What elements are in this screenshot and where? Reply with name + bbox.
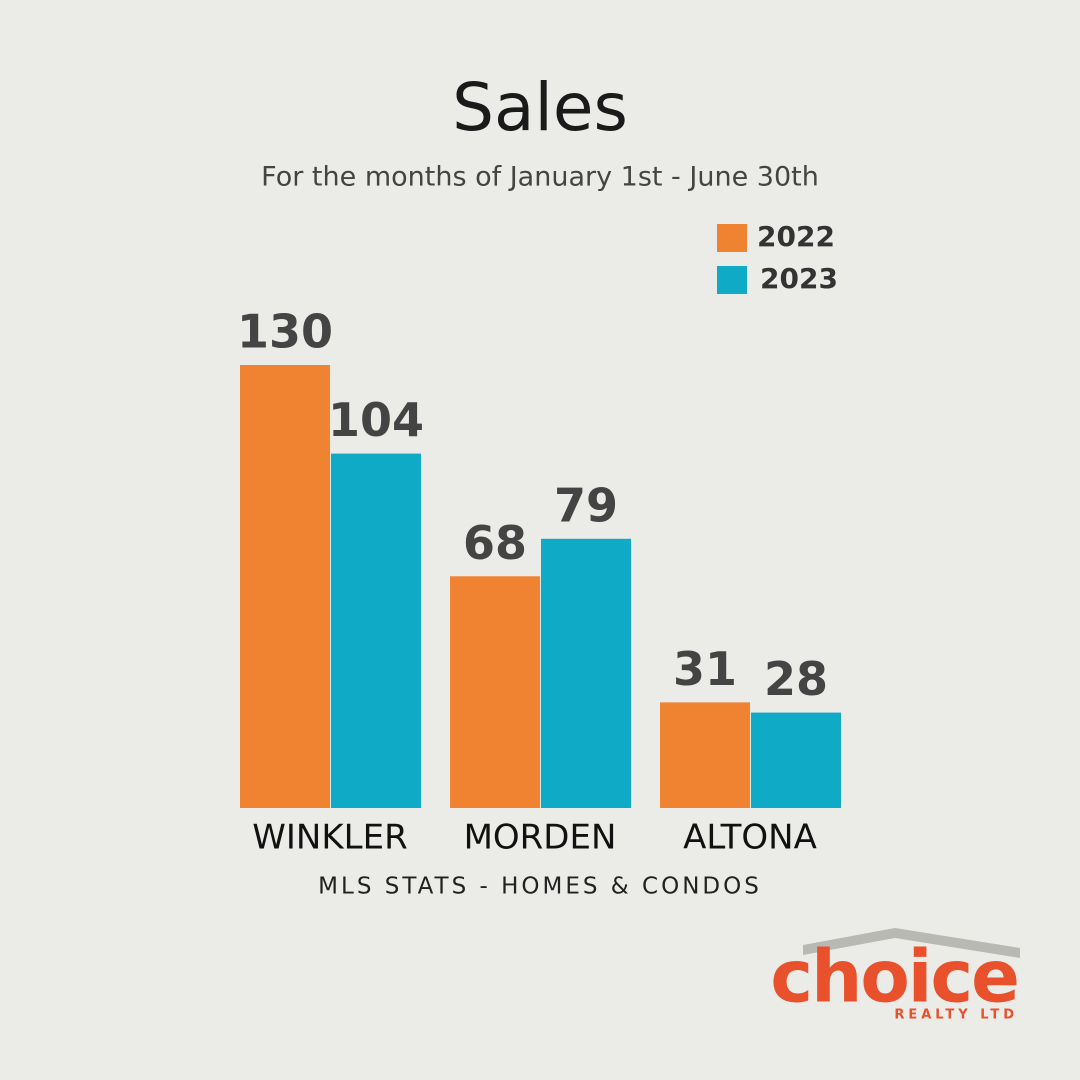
legend-label: 2023 [760, 262, 838, 295]
x-tick-label: ALTONA [683, 818, 817, 858]
logo: choice REALTY LTD [770, 928, 1020, 1023]
value-label: 68 [463, 516, 527, 570]
bar [751, 712, 841, 808]
chart-title: Sales [452, 69, 628, 146]
x-tick-label: MORDEN [464, 818, 617, 858]
bar [240, 365, 330, 808]
legend-label: 2022 [757, 220, 835, 253]
logo-tagline: REALTY LTD [894, 1008, 1018, 1023]
value-label: 79 [554, 478, 618, 532]
bar [331, 453, 421, 808]
value-label: 28 [764, 652, 828, 706]
chart-subtitle: For the months of January 1st - June 30t… [261, 162, 819, 193]
value-label: 31 [673, 642, 737, 696]
value-label: 130 [237, 305, 333, 359]
legend-swatch [717, 266, 747, 294]
x-tick-label: WINKLER [252, 818, 407, 858]
legend-swatch [717, 224, 747, 252]
bar [450, 576, 540, 808]
logo-name: choice [770, 935, 1018, 1019]
logo-roof [803, 928, 1020, 958]
chart-caption: MLS STATS - HOMES & CONDOS [318, 874, 762, 900]
bar [660, 702, 750, 808]
value-label: 104 [328, 393, 424, 447]
bar [541, 538, 631, 808]
